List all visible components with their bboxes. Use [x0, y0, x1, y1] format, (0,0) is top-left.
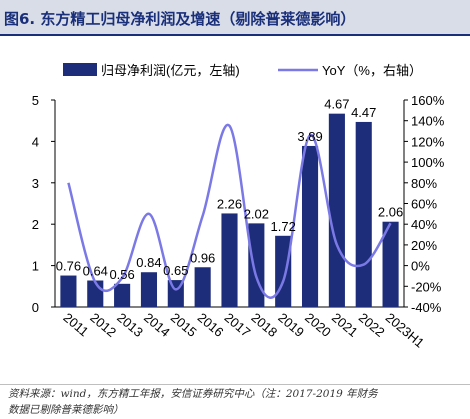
y-right-tick-label: 160% — [411, 93, 445, 108]
chart: 归母净利润(亿元，左轴) YoY（%，右轴） 0 1 2 3 4 5 -40% -20% 0% 20… — [32, 63, 445, 351]
y-left-tick-label: 0 — [32, 300, 39, 315]
x-tick-label: 2017 — [222, 310, 254, 340]
x-tick-label: 2016 — [195, 310, 227, 340]
bar — [114, 283, 131, 307]
data-labels: 0.76 0.64 0.560.840.650.96 2.262.021.72 3.89… — [56, 97, 403, 282]
x-tick-label: 2022 — [356, 310, 388, 340]
bar — [221, 213, 238, 307]
bar — [140, 272, 158, 307]
bars — [60, 113, 399, 307]
bar — [355, 121, 372, 307]
x-tick-label: 2019 — [275, 310, 307, 340]
bar-value-label: 2.26 — [217, 196, 242, 211]
legend-line-label: YoY（%，右轴） — [322, 63, 422, 78]
x-tick-label: 2023H1 — [383, 310, 428, 351]
bar-value-label: 4.67 — [324, 97, 349, 112]
y-right-tick-label: 0% — [411, 259, 430, 274]
legend-bar-label: 归母净利润(亿元，左轴) — [101, 63, 240, 78]
bar-value-label: 2.02 — [244, 206, 269, 221]
bar-value-label: 0.96 — [190, 250, 215, 265]
source-divider — [0, 384, 470, 385]
y-left-tick-label: 2 — [32, 217, 39, 232]
y-left-tick-label: 3 — [32, 176, 39, 191]
y-right-tick-label: -40% — [411, 300, 442, 315]
legend: 归母净利润(亿元，左轴) YoY（%，右轴） — [63, 63, 422, 78]
bar-value-label: 0.65 — [163, 263, 188, 278]
bar — [301, 145, 319, 307]
bar-value-label: 0.84 — [136, 255, 161, 270]
x-tick-label: 2018 — [248, 310, 280, 340]
bar-value-label: 0.56 — [109, 267, 134, 282]
bar-value-label: 1.72 — [271, 219, 296, 234]
bar-value-label: 3.89 — [297, 129, 322, 144]
figure-title: 图6. 东方精工归母净利润及增速（剔除普莱德影响） — [4, 10, 356, 28]
title-bar: 图6. 东方精工归母净利润及增速（剔除普莱德影响） — [0, 0, 470, 36]
y-right-tick-label: 80% — [411, 176, 437, 191]
bar-value-label: 4.47 — [351, 105, 376, 120]
y-right-tick-label: 140% — [411, 114, 445, 129]
x-tick-label: 2020 — [302, 310, 334, 340]
bar — [328, 113, 345, 307]
y-right-tick-label: 20% — [411, 238, 437, 253]
y-left-tick-label: 1 — [32, 259, 39, 274]
bar — [194, 267, 211, 307]
bar — [60, 275, 77, 307]
bar — [275, 235, 292, 307]
x-tick-label: 2015 — [168, 310, 200, 340]
y-left-tick-label: 4 — [32, 134, 39, 149]
x-tick-label: 2012 — [87, 310, 119, 340]
source-line-1: 资料来源：wind，东方精工年报，安信证券研究中心（注：2017-2019 年财… — [8, 388, 378, 400]
y-right-tick-label: -20% — [411, 279, 442, 294]
bar — [382, 221, 399, 307]
yoy-line-path — [67, 123, 392, 299]
x-tick-label: 2021 — [329, 310, 361, 340]
y-right-tick-label: 60% — [411, 197, 437, 212]
bar — [248, 223, 265, 307]
y-left-tick-label: 5 — [32, 93, 39, 108]
source-note: 资料来源：wind，东方精工年报，安信证券研究中心（注：2017-2019 年财… — [8, 386, 464, 418]
y-right-tick-label: 100% — [411, 155, 445, 170]
bar-value-label: 0.64 — [83, 264, 108, 279]
source-line-2: 数据已剔除普莱德影响） — [8, 404, 124, 416]
x-tick-label: 2011 — [60, 310, 91, 339]
y-right-tick-label: 120% — [411, 134, 445, 149]
bar-value-label: 0.76 — [56, 259, 81, 274]
bar-value-label: 2.06 — [378, 205, 403, 220]
yoy-line — [67, 123, 392, 299]
legend-bar-swatch — [63, 63, 97, 76]
y-right-tick-label: 40% — [411, 217, 437, 232]
x-tick-label: 2014 — [141, 310, 173, 340]
x-tick-label: 2013 — [114, 310, 146, 340]
